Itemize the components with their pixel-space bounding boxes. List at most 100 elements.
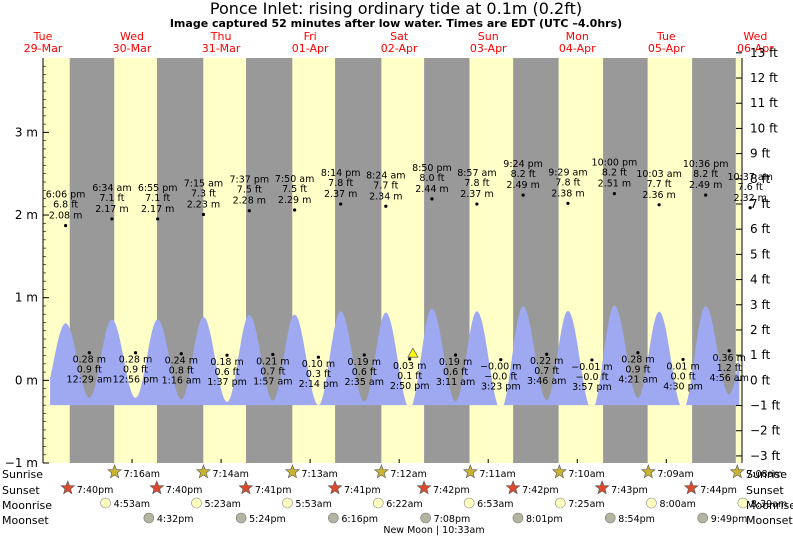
high-tide-time: 9:24 pm (503, 159, 543, 170)
sunset-row-label-left: Sunset (2, 484, 40, 497)
moonrise-time: 6:22am (386, 499, 422, 510)
day-date-label: 02-Apr (381, 42, 418, 55)
axes: −1 m 0 m 1 m 2 m 3 m −3 ft −2 ft −1 ft 0 ft 1 ft 2… (5, 46, 781, 470)
moonset-row-label-right: Moonset (746, 514, 793, 527)
moonrise-time: 7:25am (568, 499, 604, 510)
high-tide-time: 6:06 pm (46, 190, 86, 201)
moonrise-time: 5:23am (205, 499, 241, 510)
moonset-time: 8:54pm (618, 514, 655, 525)
moonset-icon (697, 512, 709, 524)
high-tide-ft: 7.5 ft (282, 184, 307, 195)
high-tide-point (339, 202, 343, 206)
sunset-time: 7:40pm (166, 485, 203, 496)
high-tide-time: 8:57 am (457, 168, 496, 179)
y-tick-label-ft: 3 ft (750, 298, 770, 312)
moonset-row-label-left: Moonset (2, 514, 49, 527)
high-tide-ft: 8.2 ft (511, 169, 536, 180)
low-tide-time: 4:21 am (618, 375, 657, 386)
low-tide-m: 0.21 m (256, 356, 289, 367)
high-tide-point (201, 212, 206, 217)
moonset-icon (605, 512, 616, 524)
sunset-time: 7:41pm (255, 485, 292, 496)
moonrise-icon (737, 497, 749, 509)
high-tide-ft: 7.5 ft (237, 185, 262, 196)
chart-subtitle: Image captured 52 minutes after low wate… (170, 17, 622, 30)
low-tide-time: 12:29 am (67, 375, 112, 386)
moonrise-time: 8:00am (659, 499, 695, 510)
low-tide-ft: 0.6 ft (443, 367, 468, 378)
moonrise-row-label-left: Moonrise (2, 499, 52, 512)
sunrise-row-label-left: Sunrise (2, 468, 43, 481)
high-tide-time: 10:36 pm (683, 159, 729, 170)
sunset-time: 7:43pm (611, 485, 648, 496)
current-level-marker (407, 347, 419, 358)
astronomy-rows: 7:16am 7:14am 7:13am 7:12am 7:11am 7:10am 7:09… (60, 464, 787, 525)
low-tide-time: 4:56 am (709, 373, 748, 384)
low-tide-ft: 0.9 ft (625, 365, 650, 376)
y-tick-label-ft: 2 ft (750, 323, 770, 337)
day-name-label: Tue (656, 30, 676, 43)
high-tide-m: 2.37 m (460, 189, 493, 200)
high-tide-time: 7:50 am (275, 174, 314, 185)
sunrise-time: 7:12am (390, 469, 426, 480)
high-tide-m: 2.49 m (689, 180, 722, 191)
y-tick-label-ft: −1 ft (750, 399, 781, 413)
high-tide-ft: 7.7 ft (373, 180, 398, 191)
low-tide-point (499, 358, 503, 362)
low-tide-point (545, 352, 549, 356)
low-tide-m: 0.22 m (530, 356, 563, 367)
moonset-time: 6:16pm (341, 514, 378, 525)
y-tick-label-ft: 6 ft (750, 222, 770, 236)
sunrise-star-icon (107, 464, 123, 479)
low-tide-point (87, 351, 91, 355)
moonrise-icon (463, 497, 475, 509)
sunset-star-icon (60, 480, 76, 495)
day-labels: Tue29-MarWed30-MarThu31-MarFri01-AprSat0… (24, 30, 775, 55)
moonset-time: 8:01pm (526, 514, 563, 525)
low-tide-ft: 0.9 ft (77, 365, 102, 376)
moonrise-time: 5:53am (295, 499, 331, 510)
sunset-star-icon (149, 480, 165, 495)
low-tide-ft: 0.6 ft (215, 367, 240, 378)
low-tide-ft: 0.0 ft (671, 371, 696, 382)
high-tide-m: 2.17 m (141, 204, 174, 215)
high-tide-point (384, 204, 388, 208)
sunrise-time: 7:09am (657, 469, 693, 480)
day-date-label: 03-Apr (470, 42, 507, 55)
sunset-star-icon (416, 480, 432, 495)
moonset-time: 9:49pm (711, 514, 748, 525)
high-tide-point (748, 206, 752, 210)
low-tide-time: 3:23 pm (481, 382, 521, 393)
low-tide-ft: 0.7 ft (260, 366, 285, 377)
high-tide-point (566, 201, 570, 205)
high-tide-m: 2.23 m (187, 199, 220, 210)
sunrise-star-icon (551, 464, 567, 479)
low-tide-point (225, 353, 229, 357)
y-tick-label-ft: 8 ft (750, 172, 770, 186)
sunrise-star-icon (462, 464, 478, 479)
low-tide-time: 2:50 pm (390, 381, 430, 392)
low-tide-point (316, 355, 321, 359)
high-tide-m: 2.28 m (233, 196, 266, 207)
day-name-label: Wed (120, 30, 144, 43)
y-tick-label-m: −1 m (5, 456, 38, 470)
high-tide-point (110, 217, 114, 221)
sunrise-time: 7:16am (124, 469, 160, 480)
y-tick-label-ft: −2 ft (750, 424, 781, 438)
chart-title: Ponce Inlet: rising ordinary tide at 0.1… (210, 0, 582, 18)
sunrise-star-icon (373, 464, 389, 479)
low-tide-time: 4:30 pm (663, 381, 703, 392)
moonset-icon (143, 512, 155, 524)
low-tide-ft: 0.7 ft (534, 366, 559, 377)
high-tide-point (247, 209, 251, 213)
sunset-star-icon (327, 480, 343, 495)
sunrise-time: 7:14am (212, 469, 248, 480)
moonset-icon (512, 512, 524, 524)
low-tide-time: 3:46 am (527, 376, 566, 387)
low-tide-ft: 0.1 ft (397, 371, 422, 382)
high-tide-m: 2.34 m (369, 191, 402, 202)
sunset-time: 7:42pm (433, 485, 470, 496)
low-tide-point (453, 353, 458, 357)
low-tide-ft: −0.0 ft (484, 372, 517, 383)
